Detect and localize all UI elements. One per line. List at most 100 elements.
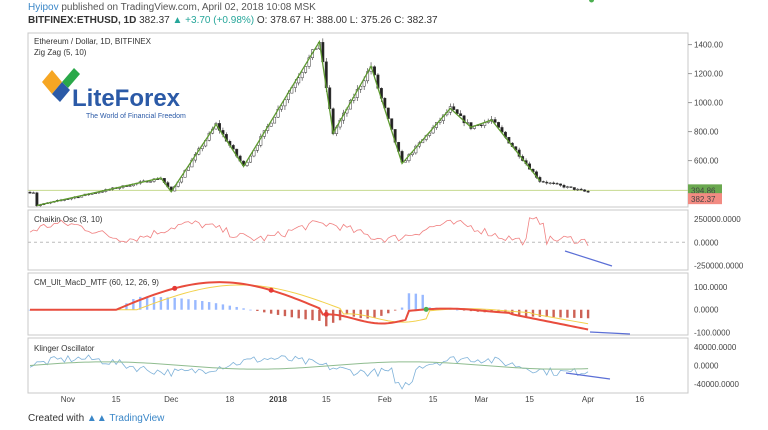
candle-body bbox=[583, 189, 587, 192]
x-tick-label: 15 bbox=[112, 395, 121, 404]
macd-histogram-bar bbox=[352, 309, 356, 317]
author-link[interactable]: Hyipov bbox=[28, 2, 59, 13]
macd-histogram-bar bbox=[180, 298, 183, 310]
macd-histogram-bar bbox=[242, 308, 245, 310]
macd-histogram-bar bbox=[345, 309, 349, 315]
klinger-tick-label: 40000.0000 bbox=[694, 343, 737, 352]
chaikin-line bbox=[29, 216, 589, 247]
klinger-line bbox=[29, 354, 589, 390]
klinger-divergence-arrow bbox=[565, 372, 611, 380]
macd-histogram-bar bbox=[380, 309, 383, 316]
close-price-label: 382.37 bbox=[691, 195, 716, 204]
macd-legend: CM_Ult_MacD_MTF (60, 12, 26, 9) bbox=[34, 278, 159, 287]
candle-body bbox=[31, 192, 35, 194]
macd-histogram-bar bbox=[283, 309, 287, 317]
macd-histogram-bar bbox=[538, 309, 542, 317]
candle-body bbox=[569, 186, 573, 188]
macd-histogram-bar bbox=[159, 297, 163, 310]
candle-body bbox=[300, 72, 304, 79]
macd-cross-dot bbox=[172, 285, 178, 291]
footer: Created with ▲▲ TradingView bbox=[28, 413, 164, 424]
x-tick-label: Apr bbox=[582, 395, 595, 404]
chaikin-tick-label: 250000.0000 bbox=[694, 215, 741, 224]
macd-histogram-bar bbox=[586, 309, 590, 319]
zigzag-line bbox=[36, 39, 541, 207]
macd-histogram-bar bbox=[249, 309, 252, 311]
macd-tick-label: 0.0000 bbox=[694, 306, 719, 315]
klinger-tick-label: -40000.0000 bbox=[694, 380, 739, 389]
macd-histogram-bar bbox=[304, 309, 307, 320]
macd-histogram-bar bbox=[400, 307, 404, 310]
price-tick-label: 1200.00 bbox=[694, 70, 723, 79]
macd-histogram-bar bbox=[311, 309, 314, 321]
created-with-text: Created with bbox=[28, 413, 85, 424]
candle-body bbox=[562, 185, 566, 188]
price-tick-label: 800.00 bbox=[694, 128, 719, 137]
candle-body bbox=[545, 181, 549, 184]
macd-histogram-bar bbox=[318, 309, 321, 321]
macd-histogram-bar bbox=[566, 309, 569, 318]
klinger-signal-line bbox=[29, 361, 589, 370]
candle-body bbox=[452, 106, 456, 110]
candle-body bbox=[35, 192, 39, 207]
macd-histogram-bar bbox=[187, 299, 190, 310]
tradingview-link[interactable]: TradingView bbox=[109, 413, 165, 424]
klinger-legend: Klinger Oscillator bbox=[34, 344, 95, 353]
x-tick-label: 2018 bbox=[269, 395, 287, 404]
symbol-name: BITFINEX:ETHUSD, 1D bbox=[28, 15, 137, 26]
macd-histogram-bar bbox=[132, 299, 135, 310]
candle-body bbox=[293, 82, 297, 88]
macd-histogram-bar bbox=[201, 301, 204, 310]
macd-histogram-bar bbox=[331, 309, 335, 323]
macd-cross-dot bbox=[589, 0, 595, 3]
macd-histogram-bar bbox=[139, 296, 142, 310]
x-tick-label: Feb bbox=[378, 395, 392, 404]
candle-body bbox=[362, 80, 366, 87]
candle-body bbox=[541, 181, 545, 183]
macd-histogram-bar bbox=[524, 309, 528, 317]
macd-histogram-bar bbox=[263, 309, 266, 313]
macd-histogram-bar bbox=[145, 296, 149, 310]
x-tick-label: Nov bbox=[61, 395, 75, 404]
macd-histogram-bar bbox=[256, 309, 259, 312]
candle-body bbox=[273, 116, 277, 124]
macd-cross-dot bbox=[268, 287, 274, 293]
x-tick-label: 16 bbox=[635, 395, 644, 404]
price-change: ▲ +3.70 (+0.98%) bbox=[172, 15, 255, 26]
macd-histogram-bar bbox=[297, 309, 300, 319]
candle-body bbox=[283, 99, 287, 107]
macd-histogram-bar bbox=[455, 309, 459, 311]
macd-line bbox=[30, 281, 589, 331]
macd-histogram-bar bbox=[511, 309, 514, 315]
macd-histogram-bar bbox=[173, 297, 176, 310]
klinger-tick-label: 0.0000 bbox=[694, 362, 719, 371]
x-tick-label: Dec bbox=[164, 395, 178, 404]
macd-histogram-bar bbox=[235, 306, 238, 310]
chaikin-panel bbox=[27, 209, 689, 271]
candle-body bbox=[455, 109, 459, 114]
macd-histogram-bar bbox=[580, 309, 583, 319]
candle-body bbox=[586, 191, 590, 193]
x-tick-label: 15 bbox=[525, 395, 534, 404]
candle-body bbox=[576, 188, 580, 191]
macd-histogram-bar bbox=[228, 305, 232, 310]
x-tick-label: 18 bbox=[225, 395, 234, 404]
price-panel bbox=[27, 32, 689, 208]
macd-histogram-bar bbox=[545, 309, 548, 318]
close-price-box bbox=[688, 193, 722, 205]
macd-panel bbox=[27, 272, 689, 336]
logo-text: LiteForex bbox=[72, 85, 181, 112]
macd-cross-dot bbox=[323, 311, 329, 317]
macd-histogram-bar bbox=[407, 293, 411, 310]
macd-histogram-bar bbox=[531, 309, 535, 317]
current-price-label: 394.86 bbox=[691, 186, 716, 195]
macd-histogram-bar bbox=[359, 309, 362, 319]
candle-body bbox=[373, 66, 376, 76]
chaikin-tick-label: -250000.0000 bbox=[694, 261, 744, 270]
macd-tick-label: 100.0000 bbox=[694, 283, 728, 292]
macd-histogram-bar bbox=[414, 293, 418, 310]
candle-body bbox=[479, 124, 483, 126]
x-tick-label: Mar bbox=[474, 395, 488, 404]
publish-line: Hyipov published on TradingView.com, Apr… bbox=[28, 2, 316, 13]
